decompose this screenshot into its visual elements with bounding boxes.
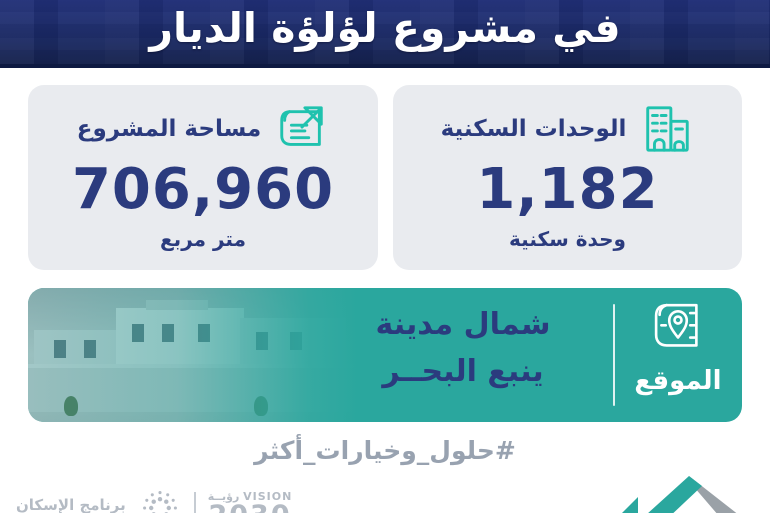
divider bbox=[193, 492, 196, 513]
stat-title: مساحة المشروع bbox=[76, 116, 262, 142]
location-line1: شمال مدينة bbox=[375, 307, 551, 342]
blueprint-icon bbox=[280, 106, 323, 146]
stat-card-housing-units: الوحدات السكنية 1,182 وحدة سكنية bbox=[393, 85, 742, 270]
header-banner: في مشروع لؤلؤة الديار bbox=[0, 0, 770, 68]
housing-program-label: برنامج الإسكان bbox=[16, 496, 126, 513]
map-location-icon bbox=[654, 303, 698, 347]
stat-card-project-area: مساحة المشروع 706,960 متر مربع bbox=[28, 85, 378, 270]
page-title: في مشروع لؤلؤة الديار bbox=[149, 4, 621, 52]
sakani-roof-logo-icon bbox=[622, 476, 737, 513]
stat-value: 1,182 bbox=[476, 157, 659, 222]
hashtag: #حلول_وخيارات_أكثر bbox=[254, 436, 516, 465]
vision-2030-year: 2030 bbox=[208, 502, 293, 513]
stat-value: 706,960 bbox=[71, 157, 335, 222]
divider bbox=[613, 304, 615, 406]
building-icon bbox=[646, 106, 690, 152]
stat-title: الوحدات السكنية bbox=[440, 116, 627, 142]
stat-unit: متر مربع bbox=[160, 227, 246, 251]
vision-2030-label: رؤيــة VISION bbox=[207, 490, 293, 503]
project-photo bbox=[28, 288, 358, 422]
housing-program-emblem-icon bbox=[142, 491, 177, 513]
location-line2: ينبع البحــر bbox=[382, 354, 544, 389]
location-label: الموقع bbox=[634, 366, 722, 396]
location-description: شمال مدينة ينبع البحــر bbox=[368, 301, 558, 395]
location-label-block: الموقع bbox=[628, 296, 728, 396]
location-banner: شمال مدينة ينبع البحــر الموقع bbox=[28, 288, 742, 422]
aerial-houses-background bbox=[0, 0, 770, 64]
vision-2030-logo: رؤيــة VISION 2030 bbox=[208, 490, 293, 513]
stat-unit: وحدة سكنية bbox=[509, 227, 626, 251]
footer-logos: برنامج الإسكان رؤيــة VISION 2030 bbox=[16, 484, 292, 513]
